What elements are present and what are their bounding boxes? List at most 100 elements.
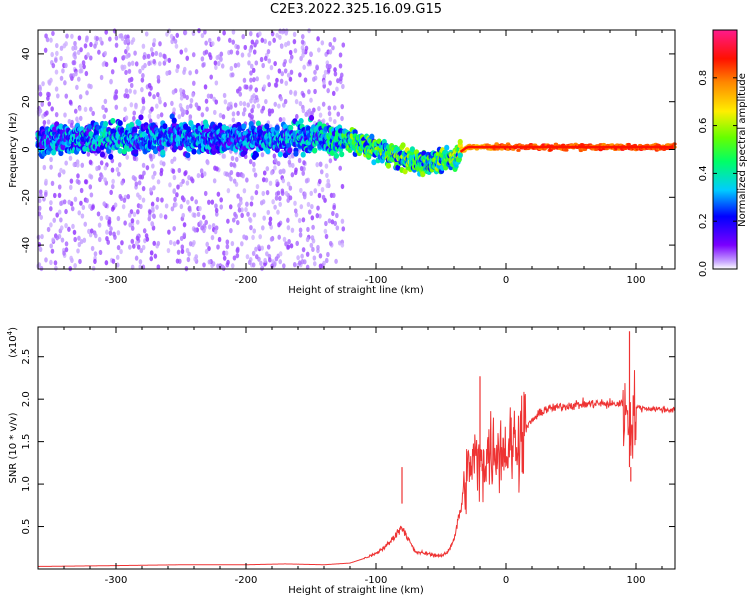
heatmap-cell bbox=[274, 82, 279, 88]
heatmap-cell bbox=[63, 112, 67, 118]
heatmap-cell bbox=[264, 123, 270, 130]
heatmap-cells bbox=[35, 28, 677, 272]
heatmap-cell bbox=[298, 72, 302, 78]
heatmap-cell bbox=[229, 161, 234, 168]
x-tick-label: -300 bbox=[105, 575, 128, 586]
heatmap-cell bbox=[457, 152, 463, 159]
heatmap-cell bbox=[54, 69, 59, 75]
heatmap-cell bbox=[334, 258, 338, 264]
heatmap-cell bbox=[288, 154, 292, 160]
heatmap-cell bbox=[241, 34, 246, 40]
heatmap-cell bbox=[230, 263, 235, 269]
heatmap-cell bbox=[313, 88, 317, 95]
heatmap-cell bbox=[275, 77, 279, 83]
heatmap-cell bbox=[101, 104, 105, 110]
heatmap-cell bbox=[77, 35, 82, 41]
heatmap-cell bbox=[191, 30, 196, 36]
heatmap-cell bbox=[114, 89, 119, 95]
heatmap-cell bbox=[242, 188, 247, 194]
heatmap-cell bbox=[72, 161, 77, 168]
heatmap-cell bbox=[129, 82, 134, 88]
heatmap-cell bbox=[160, 149, 166, 156]
heatmap-cell bbox=[266, 209, 271, 216]
heatmap-cell bbox=[181, 178, 185, 184]
heatmap-cell bbox=[90, 245, 95, 252]
heatmap-cell bbox=[117, 147, 123, 154]
heatmap-cell bbox=[138, 114, 144, 121]
heatmap-cell bbox=[298, 117, 304, 124]
heatmap-cell bbox=[264, 177, 269, 183]
heatmap-cell bbox=[138, 259, 143, 265]
heatmap-cell bbox=[139, 247, 144, 254]
heatmap-cell bbox=[341, 83, 345, 90]
heatmap-cell bbox=[340, 242, 345, 248]
heatmap-cell bbox=[138, 264, 143, 270]
heatmap-cell bbox=[36, 234, 41, 240]
heatmap-cell bbox=[54, 86, 59, 92]
heatmap-cell bbox=[245, 201, 249, 207]
heatmap-cell bbox=[281, 117, 286, 123]
heatmap-cell bbox=[187, 205, 192, 211]
heatmap-cell bbox=[67, 199, 72, 205]
heatmap-cell bbox=[207, 245, 211, 252]
heatmap-cell bbox=[301, 107, 306, 114]
heatmap-cell bbox=[50, 248, 55, 254]
heatmap-cell bbox=[152, 170, 157, 176]
heatmap-cell bbox=[163, 102, 167, 108]
heatmap-cell bbox=[307, 209, 312, 215]
heatmap-cell bbox=[38, 108, 43, 114]
heatmap-cell bbox=[235, 253, 240, 259]
heatmap-cell bbox=[155, 204, 159, 210]
heatmap-cell bbox=[255, 120, 262, 127]
heatmap-cell bbox=[230, 155, 235, 161]
heatmap-cell bbox=[288, 185, 293, 191]
heatmap-cell bbox=[286, 181, 291, 187]
heatmap-cell bbox=[293, 200, 297, 206]
heatmap-cell bbox=[134, 104, 138, 110]
heatmap-cell bbox=[249, 225, 253, 231]
heatmap-cell bbox=[179, 235, 184, 242]
heatmap-cell bbox=[60, 144, 66, 151]
heatmap-cell bbox=[185, 94, 189, 101]
colorbar-tick-label: 0.8 bbox=[698, 70, 709, 86]
heatmap-cell bbox=[282, 102, 286, 108]
heatmap-cell bbox=[326, 88, 330, 94]
heatmap-cell bbox=[110, 167, 115, 173]
heatmap-cell bbox=[219, 204, 224, 210]
heatmap-cell bbox=[105, 236, 109, 242]
heatmap-cell bbox=[233, 102, 238, 108]
heatmap-cell bbox=[71, 223, 75, 229]
heatmap-cell bbox=[186, 199, 190, 205]
heatmap-cell bbox=[240, 212, 244, 218]
heatmap-cell bbox=[88, 159, 93, 165]
heatmap-cell bbox=[103, 177, 107, 183]
heatmap-cell bbox=[44, 33, 48, 39]
heatmap-cell bbox=[129, 121, 135, 128]
heatmap-cell bbox=[185, 55, 190, 61]
heatmap-cell bbox=[315, 162, 320, 168]
heatmap-cell bbox=[64, 247, 69, 253]
heatmap-cell bbox=[144, 31, 149, 37]
heatmap-cell bbox=[278, 195, 282, 202]
heatmap-cell bbox=[59, 55, 63, 62]
heatmap-cell bbox=[239, 200, 243, 206]
heatmap-cell bbox=[444, 144, 450, 151]
heatmap-cell bbox=[49, 156, 53, 163]
heatmap-cell bbox=[376, 138, 382, 145]
heatmap-cell bbox=[193, 227, 197, 233]
heatmap-cell bbox=[210, 41, 215, 47]
heatmap-cell bbox=[282, 263, 286, 269]
heatmap-cell bbox=[235, 171, 240, 178]
heatmap-cell bbox=[306, 201, 311, 208]
heatmap-cell bbox=[95, 165, 99, 172]
heatmap-cell bbox=[148, 209, 152, 215]
heatmap-cell bbox=[564, 148, 569, 152]
heatmap-cell bbox=[205, 106, 209, 112]
heatmap-cell bbox=[208, 54, 213, 61]
heatmap-cell bbox=[212, 109, 217, 116]
heatmap-cell bbox=[98, 249, 103, 256]
heatmap-cell bbox=[323, 228, 328, 234]
heatmap-cell bbox=[332, 118, 337, 125]
heatmap-cell bbox=[182, 197, 186, 203]
x-tick-label: -200 bbox=[235, 275, 258, 286]
